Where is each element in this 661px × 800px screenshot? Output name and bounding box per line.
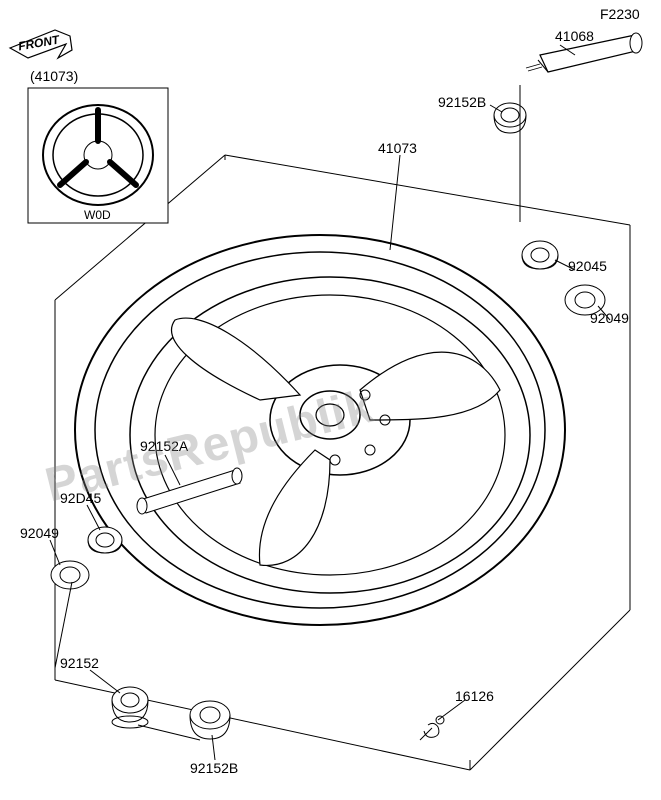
thumb-ref-label: (41073) <box>30 68 78 84</box>
callout-spacer: 92152A <box>140 438 188 454</box>
callout-valve: 16126 <box>455 688 494 704</box>
seal-left <box>51 561 89 589</box>
collar-top <box>494 103 526 133</box>
diagram-code: F2230 <box>600 6 640 22</box>
callout-collar-top: 92152B <box>438 94 486 110</box>
spacer <box>137 468 242 514</box>
bearing-right <box>522 241 558 269</box>
collar-bottom-right <box>190 701 230 739</box>
callout-wheel-assy: 41073 <box>378 140 417 156</box>
thumb-sub-label: W0D <box>84 208 111 222</box>
callout-collar-bl: 92152 <box>60 655 99 671</box>
callout-collar-br: 92152B <box>190 760 238 776</box>
bearing-left <box>88 527 122 553</box>
callout-seal-right: 92049 <box>590 310 629 326</box>
front-wheel <box>75 235 565 625</box>
tire-valve <box>420 716 444 740</box>
thumbnail-wheel <box>28 88 168 223</box>
callout-seal-left: 92049 <box>20 525 59 541</box>
collar-bottom-left <box>112 687 148 728</box>
callout-bearing-right: 92045 <box>568 258 607 274</box>
callout-axle: 41068 <box>555 28 594 44</box>
callout-bearing-left: 92D45 <box>60 490 101 506</box>
